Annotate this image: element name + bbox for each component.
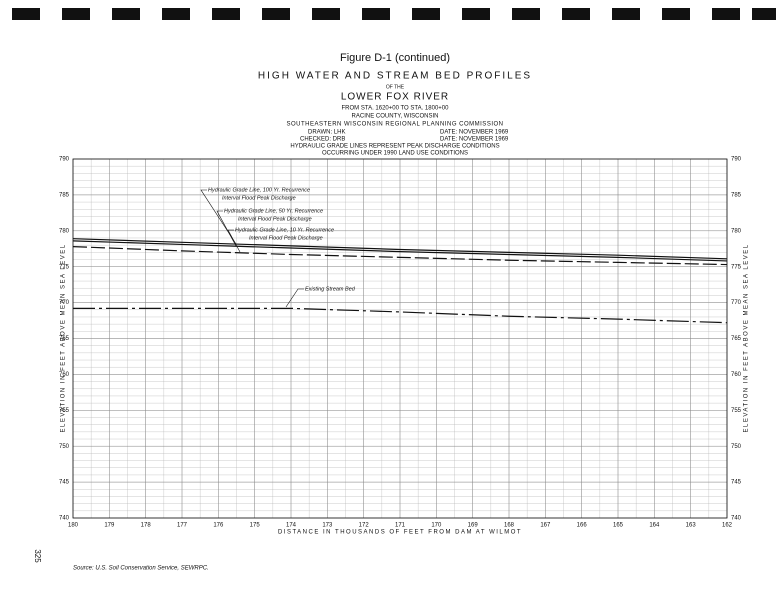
page-number: 325 xyxy=(33,549,42,563)
profile-line xyxy=(72,240,728,262)
y-tick-label-right: 765 xyxy=(731,336,742,342)
x-tick-label: 172 xyxy=(359,523,370,529)
checked-date: DATE: NOVEMBER 1969 xyxy=(440,137,509,143)
profile-line xyxy=(73,307,728,324)
x-tick-label: 173 xyxy=(322,523,333,529)
y-tick-label: 740 xyxy=(59,516,70,522)
y-tick-label-right: 790 xyxy=(731,157,742,163)
annotation-label: Hydraulic Grade Line, 10 Yr. Recurrence xyxy=(235,227,334,233)
annotation-label: Hydraulic Grade Line, 50 Yr. Recurrence xyxy=(224,208,323,214)
x-tick-label: 164 xyxy=(649,523,660,529)
title-connector: OF THE xyxy=(386,84,405,90)
county: RACINE COUNTY, WISCONSIN xyxy=(352,114,439,120)
x-tick-label: 178 xyxy=(141,523,152,529)
y-tick-label: 775 xyxy=(59,264,70,270)
x-tick-label: 175 xyxy=(250,523,261,529)
x-tick-label: 176 xyxy=(213,523,224,529)
drawn-by: DRAWN: LHK xyxy=(308,130,345,136)
river-name: LOWER FOX RIVER xyxy=(341,92,449,103)
y-tick-label-right: 785 xyxy=(731,192,742,198)
x-tick-label: 168 xyxy=(504,523,515,529)
x-tick-label: 167 xyxy=(540,523,551,529)
drawn-date: DATE: NOVEMBER 1969 xyxy=(440,130,509,136)
x-tick-label: 171 xyxy=(395,523,406,529)
x-tick-label: 174 xyxy=(286,523,297,529)
y-tick-label-right: 775 xyxy=(731,264,742,270)
x-tick-label: 165 xyxy=(613,523,624,529)
plot-frame xyxy=(72,158,728,519)
figure-label: Figure D-1 (continued) xyxy=(340,52,450,64)
y-tick-label-right: 750 xyxy=(731,444,742,450)
binder-marks xyxy=(12,8,776,20)
annotation-label: Interval Flood Peak Discharge xyxy=(222,195,296,201)
y-tick-label-right: 740 xyxy=(731,516,742,522)
y-tick-label-right: 770 xyxy=(731,300,742,306)
y-tick-label: 750 xyxy=(59,444,70,450)
checked-by: CHECKED: DRB xyxy=(300,137,345,143)
x-tick-label: 169 xyxy=(468,523,479,529)
annotation-label: Interval Flood Peak Discharge xyxy=(249,235,323,241)
y-tick-label: 760 xyxy=(59,372,70,378)
y-tick-label-right: 760 xyxy=(731,372,742,378)
profile-line xyxy=(72,245,728,266)
note: OCCURRING UNDER 1990 LAND USE CONDITIONS xyxy=(322,151,468,157)
annotation-leader xyxy=(285,288,304,308)
y-tick-label: 755 xyxy=(59,408,70,414)
profile-line xyxy=(72,238,728,260)
y-tick-label: 780 xyxy=(59,228,70,234)
y-tick-label-right: 745 xyxy=(731,480,742,486)
note: HYDRAULIC GRADE LINES REPRESENT PEAK DIS… xyxy=(290,144,499,150)
agency: SOUTHEASTERN WISCONSIN REGIONAL PLANNING… xyxy=(287,122,504,128)
source-note: Source: U.S. Soil Conservation Service, … xyxy=(73,566,209,572)
annotation-label: Hydraulic Grade Line, 100 Yr. Recurrence xyxy=(208,187,310,193)
annotation-label: Existing Stream Bed xyxy=(305,286,356,292)
annotation-leader xyxy=(200,189,237,245)
y-axis-title-right: ELEVATION IN FEET ABOVE MEAN SEA LEVEL xyxy=(744,243,750,432)
x-tick-label: 162 xyxy=(722,523,733,529)
y-tick-label: 785 xyxy=(59,192,70,198)
y-tick-label-right: 780 xyxy=(731,228,742,234)
x-axis-title: DISTANCE IN THOUSANDS OF FEET FROM DAM A… xyxy=(278,530,522,536)
x-tick-label: 180 xyxy=(68,523,79,529)
y-axis-title: ELEVATION IN FEET ABOVE MEAN SEA LEVEL xyxy=(61,243,67,432)
annotation-leader xyxy=(227,229,241,253)
station-range: FROM STA. 1620+00 TO STA. 1800+00 xyxy=(342,106,450,112)
y-tick-label: 790 xyxy=(59,157,70,163)
annotation-leader xyxy=(216,210,237,247)
y-tick-label: 765 xyxy=(59,336,70,342)
x-tick-label: 179 xyxy=(104,523,115,529)
y-tick-label: 770 xyxy=(59,300,70,306)
annotation-label: Interval Flood Peak Discharge xyxy=(238,216,312,222)
x-tick-label: 177 xyxy=(177,523,188,529)
y-tick-label-right: 755 xyxy=(731,408,742,414)
chart-title: HIGH WATER AND STREAM BED PROFILES xyxy=(258,71,532,82)
x-tick-label: 166 xyxy=(577,523,588,529)
x-tick-label: 170 xyxy=(431,523,442,529)
y-tick-label: 745 xyxy=(59,480,70,486)
x-tick-label: 163 xyxy=(686,523,697,529)
